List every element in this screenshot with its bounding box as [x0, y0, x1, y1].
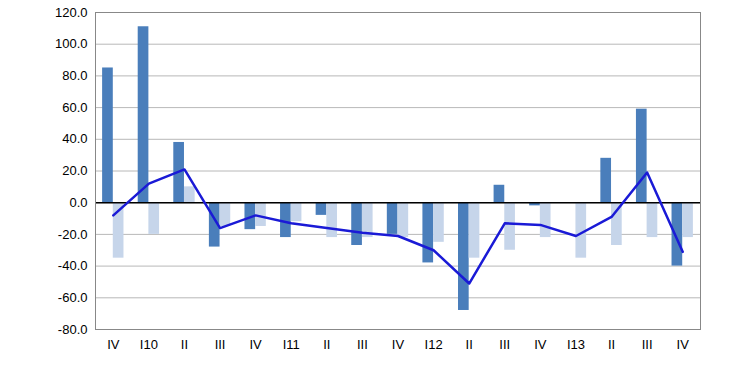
svg-text:120.0: 120.0 [55, 5, 88, 20]
svg-text:60.0: 60.0 [62, 100, 87, 115]
svg-text:-40.0: -40.0 [58, 258, 88, 273]
svg-text:III: III [642, 337, 653, 352]
svg-text:III: III [499, 337, 510, 352]
svg-text:40.0: 40.0 [62, 131, 87, 146]
svg-text:II: II [466, 337, 473, 352]
svg-text:II: II [608, 337, 615, 352]
svg-text:20.0: 20.0 [62, 163, 87, 178]
svg-text:I11: I11 [283, 337, 300, 352]
svg-text:100.0: 100.0 [55, 36, 88, 51]
svg-text:I10: I10 [140, 337, 158, 352]
svg-text:I13: I13 [567, 337, 585, 352]
svg-text:III: III [357, 337, 368, 352]
svg-text:-20.0: -20.0 [58, 227, 88, 242]
svg-text:II: II [181, 337, 188, 352]
svg-text:IV: IV [677, 337, 690, 352]
svg-text:II: II [323, 337, 330, 352]
svg-text:IV: IV [249, 337, 262, 352]
svg-text:III: III [215, 337, 226, 352]
svg-text:0.0: 0.0 [69, 195, 87, 210]
svg-text:IV: IV [534, 337, 547, 352]
svg-text:IV: IV [392, 337, 405, 352]
svg-text:-80.0: -80.0 [58, 322, 88, 337]
svg-text:IV: IV [107, 337, 120, 352]
svg-text:-60.0: -60.0 [58, 290, 88, 305]
svg-text:I12: I12 [425, 337, 443, 352]
svg-text:80.0: 80.0 [62, 68, 87, 83]
